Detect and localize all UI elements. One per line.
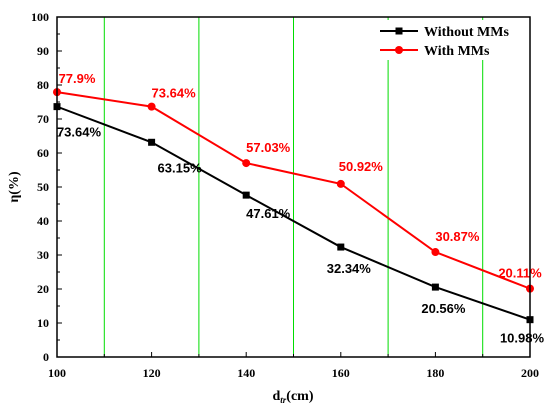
y-tick-label-10: 10 (37, 316, 49, 330)
x-axis-title-main: d (272, 389, 280, 404)
y-tick-label-50: 50 (37, 180, 49, 194)
x-tick-label-200: 200 (521, 366, 539, 380)
legend-label-with-mms: With MMs (424, 44, 490, 59)
series-line-without-mms (56, 105, 531, 321)
data-label-with-mms-120: 73.64% (152, 86, 197, 101)
legend-item-with-mms: With MMs (380, 44, 490, 59)
data-labels: 73.64% 63.15% 47.61% 32.34% 20.56% 10.98% 77.9… (57, 71, 545, 346)
data-label-with-mms-180: 30.87% (435, 229, 480, 244)
legend-label-without-mms: Without MMs (424, 25, 509, 40)
point-without-mms-140 (242, 191, 250, 199)
legend: Without MMs With MMs (375, 20, 527, 60)
x-tick-label-160: 160 (332, 366, 350, 380)
grid-lines (103, 17, 484, 357)
x-axis-title-subscript: tr (280, 395, 287, 405)
x-tick-label-100: 100 (48, 366, 66, 380)
x-tick-label-180: 180 (426, 366, 444, 380)
data-label-without-mms-200: 10.98% (500, 331, 545, 346)
y-tick-label-100: 100 (31, 10, 49, 24)
data-label-with-mms-140: 57.03% (246, 140, 291, 155)
y-tick-label-60: 60 (37, 146, 49, 160)
data-label-with-mms-100: 77.9% (59, 71, 96, 86)
data-label-without-mms-100: 73.64% (57, 125, 102, 140)
point-with-mms-160 (336, 179, 345, 188)
y-axis-title: η(%) (7, 171, 22, 203)
y-tick-label-80: 80 (37, 78, 49, 92)
y-tick-label-40: 40 (37, 214, 49, 228)
y-tick-label-70: 70 (37, 112, 49, 126)
axis-ticks: 100 120 140 160 180 200 0 10 20 30 40 50 60 70 80 90 100 (31, 10, 539, 380)
point-with-mms-140 (242, 159, 251, 168)
point-without-mms-160 (337, 243, 345, 251)
series-line-with-mms (56, 91, 531, 290)
point-without-mms-180 (431, 283, 439, 291)
data-label-with-mms-200: 20.11% (498, 266, 542, 281)
x-axis-title: dtr(cm) (272, 389, 313, 405)
legend-item-without-mms: Without MMs (380, 25, 509, 40)
data-label-without-mms-160: 32.34% (327, 261, 372, 276)
y-tick-label-0: 0 (43, 350, 49, 364)
legend-marker-without-mms (395, 27, 403, 35)
y-tick-label-30: 30 (37, 248, 49, 262)
point-without-mms-120 (148, 138, 156, 146)
x-tick-label-120: 120 (143, 366, 161, 380)
data-label-with-mms-160: 50.92% (339, 159, 384, 174)
x-axis-title-unit: (cm) (286, 389, 314, 404)
legend-marker-with-mms (395, 46, 403, 54)
point-with-mms-180 (431, 248, 440, 257)
point-with-mms-120 (147, 102, 156, 111)
data-label-without-mms-180: 20.56% (421, 301, 466, 316)
data-label-without-mms-140: 47.61% (246, 206, 291, 221)
series-layer (53, 88, 534, 324)
y-tick-label-90: 90 (37, 44, 49, 58)
data-label-without-mms-120: 63.15% (158, 160, 203, 175)
y-tick-label-20: 20 (37, 282, 49, 296)
x-tick-label-140: 140 (237, 366, 255, 380)
